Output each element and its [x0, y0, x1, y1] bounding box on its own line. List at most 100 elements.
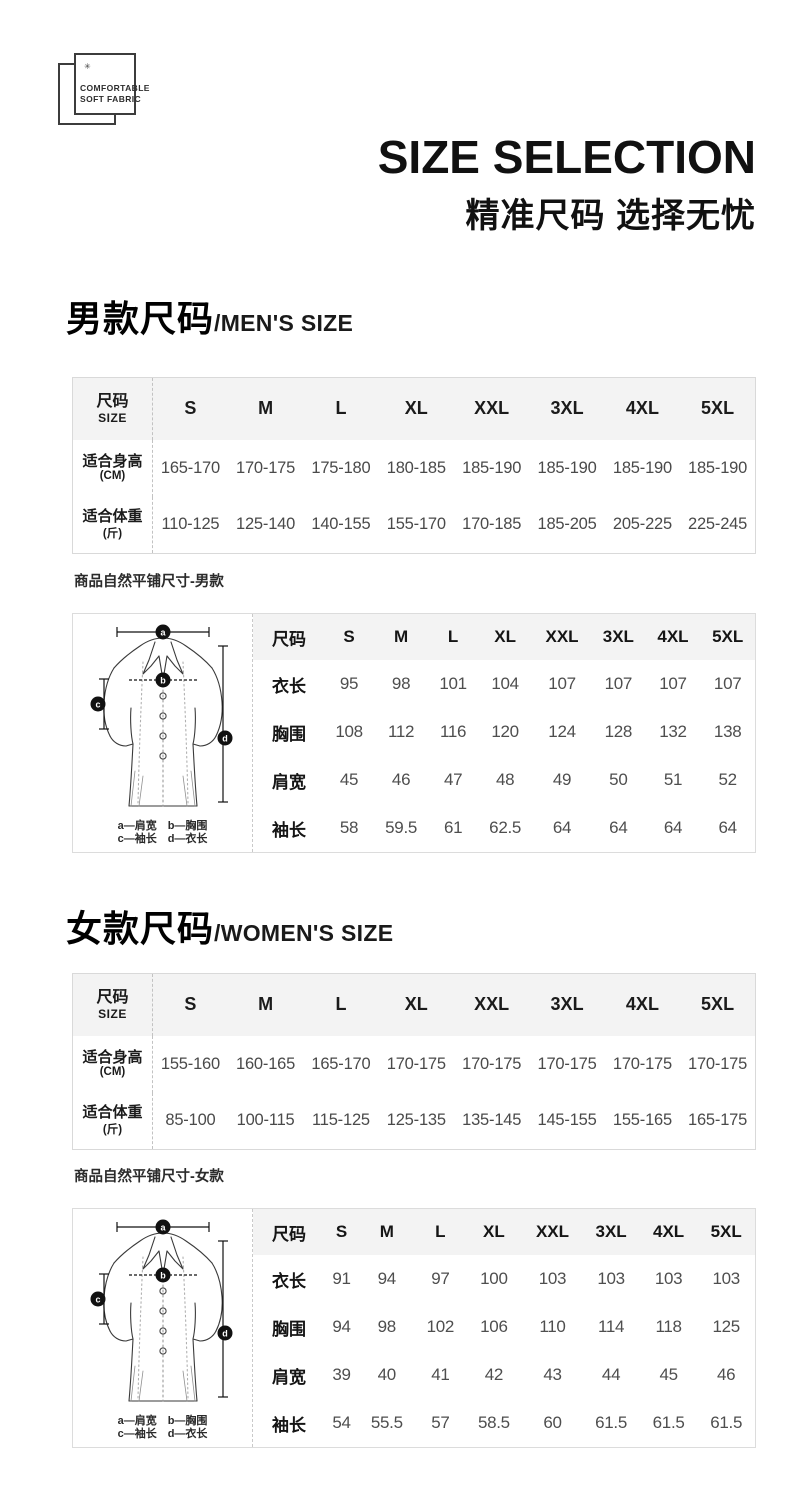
table-row: 胸围 108 112 116 120 124 128 132 138: [253, 708, 755, 756]
size-header-4xl: 4XL: [604, 377, 681, 440]
cell-sleeve-xxl: 64: [552, 818, 572, 837]
cell-height-3xl: 185-190: [537, 458, 597, 477]
cell-bust-xl: 120: [491, 722, 519, 741]
size-header-xl: XL: [477, 614, 534, 660]
cell-sleeve-l: 57: [431, 1413, 450, 1432]
cell-height-5xl: 185-190: [687, 458, 748, 477]
size-header-l: L: [303, 377, 379, 440]
cell-sleeve-l: 61: [443, 818, 463, 837]
row-label-unit: (CM): [99, 470, 126, 483]
svg-text:b: b: [160, 675, 166, 685]
cell-length-3xl: 107: [604, 674, 633, 693]
cell-height-xl: 180-185: [386, 458, 446, 477]
diagram-legend-line1: a—肩宽 b—胸围: [117, 1414, 208, 1427]
cell-sleeve-4xl: 61.5: [652, 1413, 685, 1432]
size-header-4xl: 4XL: [645, 614, 701, 660]
table-row: 适合体重 (斤) 85-100 100-115 115-125 125-135 …: [72, 1092, 756, 1150]
row-label-text: 适合身高: [82, 452, 143, 470]
cell-sleeve-3xl: 64: [609, 818, 628, 837]
row-label-weight: 适合体重 (斤): [72, 496, 153, 554]
size-header-m: M: [227, 377, 304, 440]
page-title-cn: 精准尺码 选择无忧: [465, 197, 756, 235]
section-title-women-en: /WOMEN'S SIZE: [214, 920, 394, 946]
cell-bust-m: 112: [387, 722, 415, 741]
cell-weight-xl: 125-135: [386, 1111, 446, 1130]
cell-sleeve-m: 59.5: [385, 818, 418, 837]
section-title-men-en: /MEN'S SIZE: [214, 310, 354, 336]
logo-tagline-line1: COMFORTABLE: [80, 83, 150, 93]
size-header-s: S: [325, 614, 374, 660]
size-header-5xl: 5XL: [680, 973, 756, 1036]
cell-height-m: 160-165: [235, 1054, 296, 1073]
size-header-xl: XL: [378, 377, 454, 440]
table-header-row: 尺码 S M L XL XXL 3XL 4XL 5XL: [253, 614, 755, 660]
page-title-en: SIZE SELECTION: [377, 131, 756, 183]
table-row: 适合身高 (CM) 155-160 160-165 165-170 170-17…: [72, 1035, 756, 1093]
cell-shoulder-xxl: 43: [543, 1365, 562, 1384]
cell-length-xl: 104: [491, 674, 519, 693]
cell-weight-5xl: 225-245: [687, 515, 748, 534]
svg-text:d: d: [222, 1328, 228, 1338]
diagram-legend-line2: c—袖长 d—衣长: [117, 1428, 208, 1441]
row-label-shoulder: 肩宽: [272, 1367, 306, 1387]
cell-weight-4xl: 205-225: [612, 515, 673, 534]
cell-sleeve-s: 58: [339, 818, 359, 837]
cell-bust-xxl: 124: [548, 722, 576, 741]
cell-length-s: 95: [339, 674, 359, 693]
size-header-l: L: [303, 973, 379, 1036]
cell-length-s: 91: [332, 1269, 351, 1288]
cell-weight-m: 125-140: [235, 515, 296, 534]
row-label-sleeve: 袖长: [272, 1415, 306, 1435]
table-header-row: 尺码 S M L XL XXL 3XL 4XL 5XL: [253, 1209, 755, 1255]
size-header-4xl: 4XL: [604, 973, 681, 1036]
row-label-height: 适合身高 (CM): [72, 439, 153, 497]
table-row: 胸围 94 98 102 106 110 114 118 125: [253, 1303, 755, 1351]
size-header-m: M: [358, 1209, 416, 1255]
row-label-unit: (斤): [102, 1124, 123, 1136]
cell-shoulder-4xl: 45: [659, 1365, 678, 1384]
brand-logo: ✳ COMFORTABLE SOFT FABRIC: [58, 53, 168, 128]
row-label-text: 适合身高: [82, 1048, 143, 1066]
asterisk-icon: ✳: [84, 62, 91, 71]
svg-text:a: a: [160, 627, 166, 637]
cell-height-m: 170-175: [235, 458, 296, 477]
coat-illustration-icon: a b c d: [90, 624, 233, 807]
cell-shoulder-s: 39: [332, 1365, 351, 1384]
cell-length-5xl: 103: [712, 1269, 740, 1288]
size-label-cell: 尺码 SIZE: [72, 973, 153, 1036]
row-label-length: 衣长: [272, 676, 306, 696]
cell-weight-l: 140-155: [311, 515, 371, 534]
cell-length-m: 94: [377, 1269, 397, 1288]
table-header-row: 尺码 SIZE S M L XL XXL 3XL 4XL 5XL: [72, 377, 756, 440]
cell-bust-3xl: 128: [604, 722, 633, 741]
cell-height-xxl: 185-190: [462, 458, 522, 477]
row-label-bust: 胸围: [272, 1319, 306, 1339]
size-label-cell: 尺码: [253, 1209, 325, 1255]
size-label-cn: 尺码: [96, 392, 129, 410]
cell-shoulder-l: 47: [443, 770, 463, 789]
cell-weight-3xl: 145-155: [537, 1111, 597, 1130]
cell-sleeve-s: 54: [332, 1413, 351, 1432]
size-label-cell: 尺码: [253, 614, 325, 660]
size-label-en: SIZE: [98, 410, 127, 425]
cell-height-4xl: 185-190: [612, 458, 673, 477]
row-label-shoulder: 肩宽: [272, 772, 306, 792]
row-label-unit: (斤): [102, 528, 123, 540]
logo-card-front: [74, 53, 136, 115]
cell-height-s: 155-160: [160, 1054, 221, 1073]
cell-bust-5xl: 125: [712, 1317, 740, 1336]
cell-shoulder-m: 40: [377, 1365, 397, 1384]
cell-height-3xl: 170-175: [537, 1054, 597, 1073]
row-label-weight: 适合体重 (斤): [72, 1092, 153, 1150]
cell-bust-4xl: 118: [655, 1317, 683, 1336]
women-panel-caption: 商品自然平铺尺寸-女款: [74, 1169, 224, 1185]
women-garment-diagram: a b c d a—肩宽 b—胸围 c—袖长 d—衣长: [73, 1209, 253, 1447]
size-header-3xl: 3XL: [529, 377, 605, 440]
cell-height-l: 165-170: [311, 1054, 371, 1073]
cell-bust-xl: 106: [480, 1317, 508, 1336]
section-title-men: 男款尺码 /MEN'S SIZE: [66, 290, 353, 342]
table-row: 适合体重 (斤) 110-125 125-140 140-155 155-170…: [72, 496, 756, 554]
table-header-row: 尺码 SIZE S M L XL XXL 3XL 4XL 5XL: [72, 973, 756, 1036]
cell-length-l: 97: [431, 1269, 450, 1288]
cell-shoulder-xl: 42: [484, 1365, 504, 1384]
